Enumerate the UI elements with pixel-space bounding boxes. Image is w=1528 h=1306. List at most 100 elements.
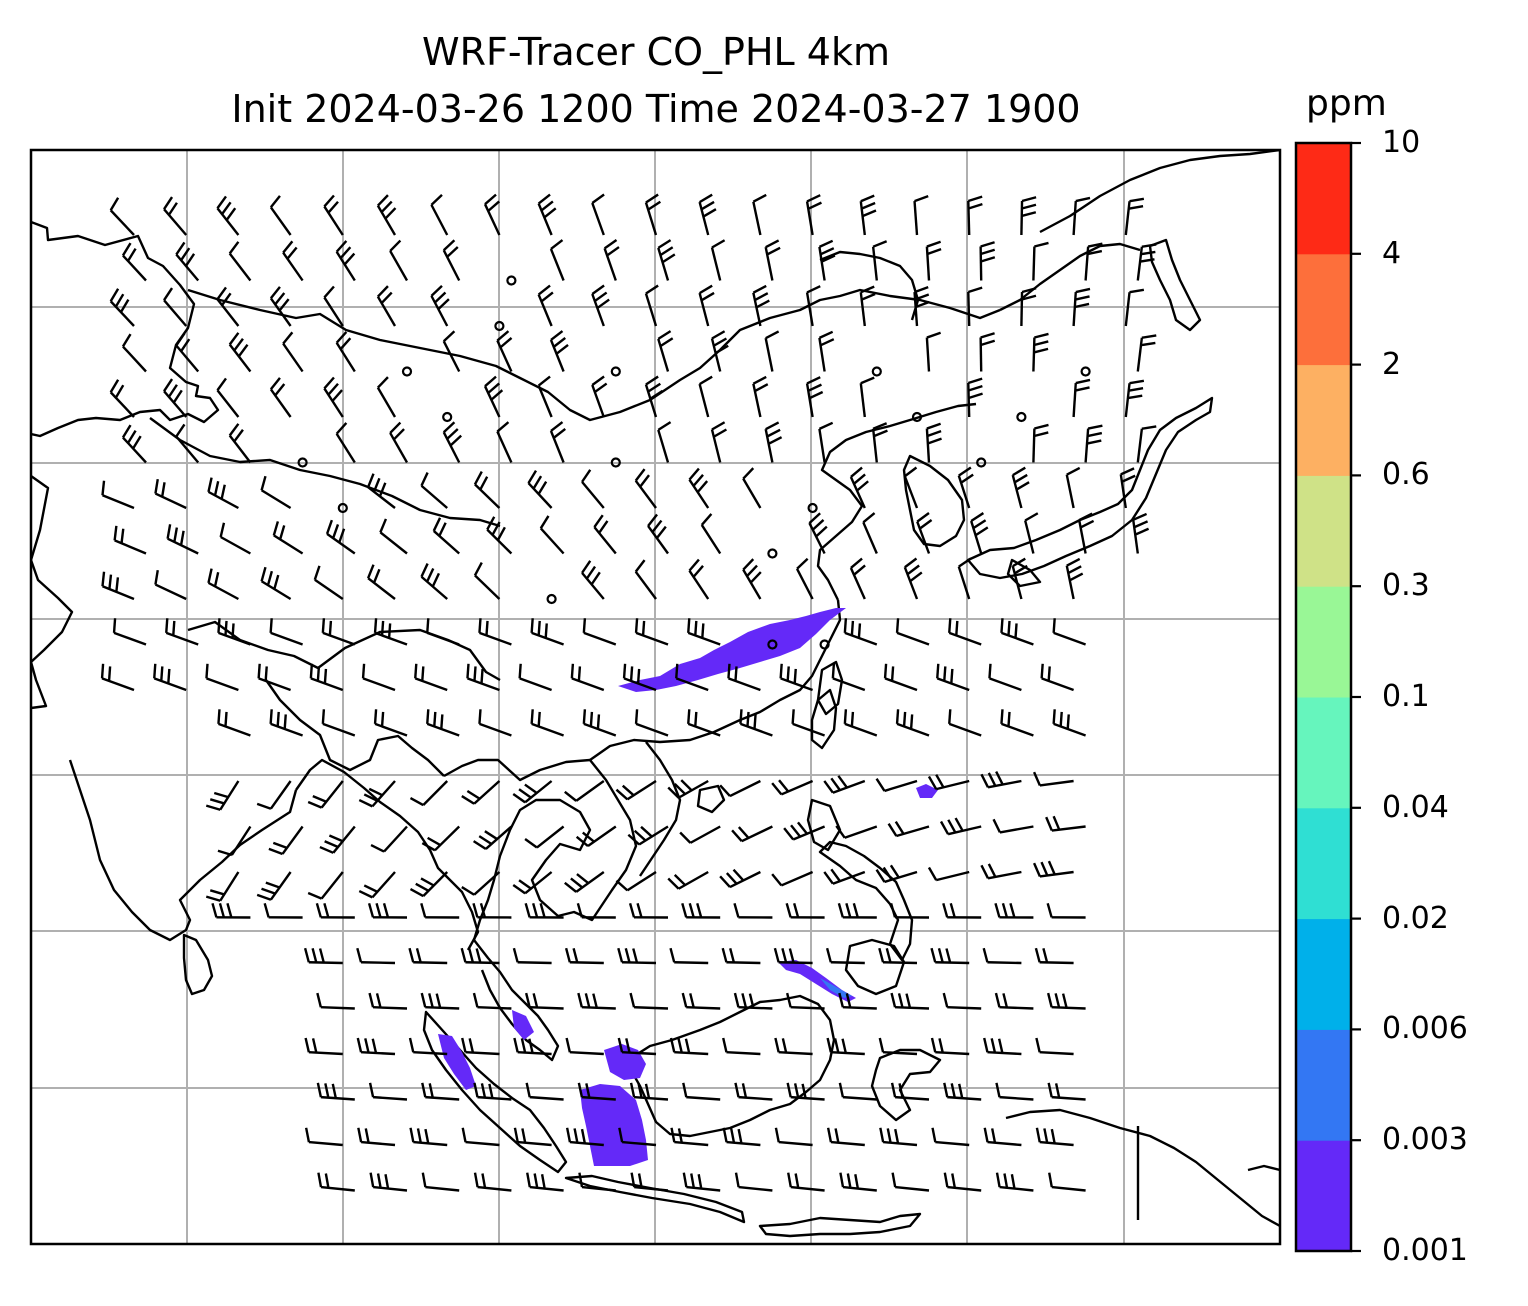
wind-barb [256, 780, 292, 810]
wind-barb [1119, 467, 1136, 509]
wind-barb [785, 902, 825, 919]
wind-barb [420, 472, 448, 509]
wind-barb [779, 663, 814, 692]
coastline-hainan [696, 784, 726, 814]
wind-barb [575, 825, 617, 848]
wind-barb [1034, 947, 1074, 965]
wind-barb [967, 377, 983, 418]
wind-barb [581, 469, 605, 509]
wind-barb [460, 947, 500, 965]
wind-barb [321, 709, 356, 737]
wind-barb [421, 1082, 460, 1101]
wind-barb [576, 902, 616, 919]
wind-barb [325, 519, 356, 555]
wind-barb [1084, 242, 1103, 281]
wind-barb [734, 1172, 773, 1192]
wind-barb [581, 560, 605, 600]
gridlines [31, 150, 1280, 1244]
wind-barb [121, 242, 147, 282]
wind-barb [982, 947, 1022, 965]
wind-barb [466, 663, 500, 692]
wind-barb [358, 780, 396, 808]
wind-barb [617, 947, 657, 965]
wind-barb [875, 864, 918, 884]
wind-barb [837, 902, 877, 919]
wind-barb [217, 709, 251, 737]
wind-barb [524, 825, 565, 849]
wind-barb [512, 947, 552, 965]
wind-barb [313, 565, 344, 600]
wind-barb [629, 1082, 669, 1101]
wind-barb [101, 571, 135, 601]
wind-barb [603, 239, 620, 281]
wind-barb [472, 992, 512, 1010]
wind-barb [617, 1037, 657, 1056]
colorbar-band [1296, 475, 1351, 587]
wind-barb [269, 709, 304, 737]
wind-barb [564, 871, 605, 893]
wind-barb [513, 1127, 552, 1147]
wind-barb [518, 663, 553, 692]
coastline-hokkaido [1148, 238, 1202, 332]
wind-barb [983, 1037, 1022, 1056]
wind-barb [670, 1127, 709, 1147]
coastline-taiwan [816, 660, 844, 716]
wind-barb-calm [506, 275, 517, 286]
colorbar-band [1296, 697, 1351, 809]
wind-barb [1136, 243, 1157, 281]
wind-barb [323, 285, 344, 327]
wind-barb [217, 618, 251, 646]
colorbar-tick-label: 0.1 [1382, 679, 1430, 714]
wind-barb [304, 1037, 343, 1056]
wind-barb [513, 1037, 552, 1056]
wind-barb [722, 1037, 761, 1056]
wind-barb [785, 992, 825, 1010]
coastline-malay-peninsula [473, 939, 560, 1062]
wind-barb [1032, 241, 1049, 281]
wind-barb [577, 992, 616, 1010]
wind-barb [786, 1082, 825, 1101]
wind-barb [1084, 424, 1103, 463]
wind-barb [100, 663, 135, 692]
colorbar-band [1296, 143, 1351, 255]
wind-barbs [100, 193, 1157, 1192]
wind-barb [335, 422, 356, 464]
wind-barb [473, 470, 501, 509]
wind-barb [304, 1127, 343, 1147]
map-title-line2: Init 2024-03-26 1200 Time 2024-03-27 190… [231, 87, 1081, 131]
wind-barb [710, 330, 729, 372]
coastline-philippines-south [818, 840, 914, 962]
wind-barb [368, 1082, 408, 1101]
wind-barb [727, 663, 761, 692]
wind-barb [1045, 815, 1086, 832]
wind-barb-calm [610, 366, 621, 377]
wind-barb [205, 780, 240, 811]
wind-barb [875, 778, 918, 793]
wind-barb [903, 466, 919, 509]
wind-barb [269, 377, 292, 418]
wind-barb [939, 817, 982, 836]
wind-barb [282, 331, 304, 373]
wind-barb [321, 618, 356, 646]
wind-barb [426, 618, 460, 646]
wind-barb [805, 194, 822, 236]
wind-barb [389, 421, 409, 464]
coastline-india-west [31, 475, 298, 942]
wind-barb [823, 868, 866, 885]
wind-barb [373, 618, 408, 646]
wind-barb [1078, 512, 1095, 554]
wind-barb [927, 774, 970, 791]
wind-barb [486, 516, 513, 555]
wind-barb [682, 1082, 721, 1101]
wind-barb [526, 1172, 564, 1192]
wind-barb [356, 1037, 396, 1056]
wind-barb [980, 863, 1022, 880]
wind-barb [1032, 423, 1049, 463]
wind-barb [256, 871, 292, 901]
map-title-line1: WRF-Tracer CO_PHL 4km [422, 30, 890, 74]
wind-barb [205, 871, 240, 902]
wind-barb [323, 194, 344, 236]
wind-barb [688, 558, 710, 600]
wind-barb [773, 947, 813, 965]
